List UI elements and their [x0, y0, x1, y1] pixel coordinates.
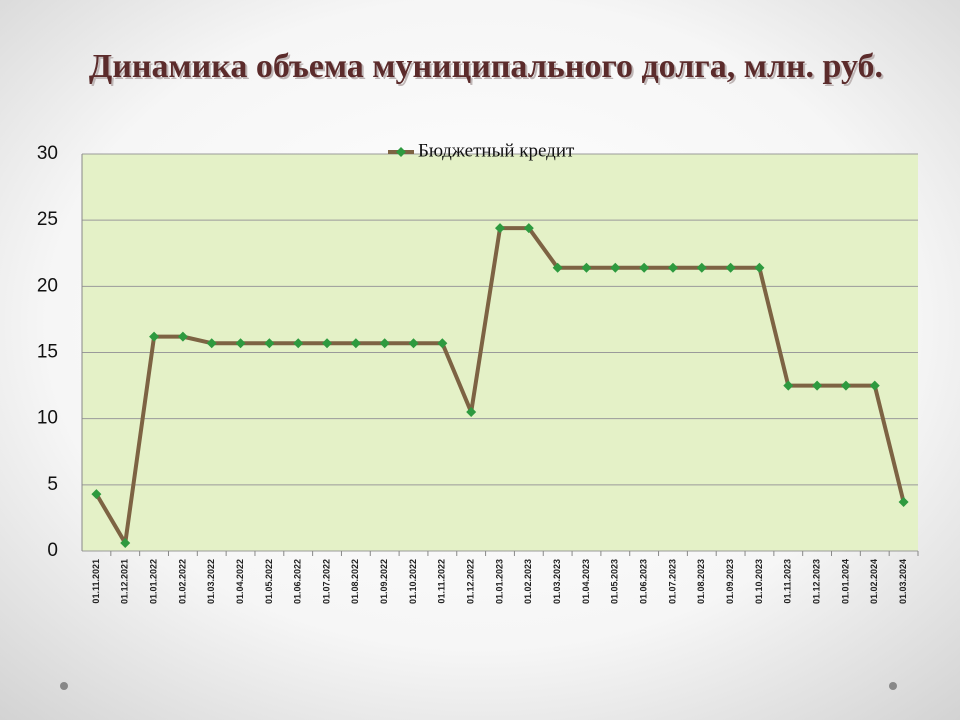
x-tick-label: 01.08.2023	[696, 559, 706, 604]
data-point	[581, 262, 592, 273]
x-tick-label: 01.05.2022	[264, 559, 274, 604]
data-point	[869, 380, 880, 391]
data-point	[639, 262, 650, 273]
x-tick-label: 01.09.2022	[379, 559, 389, 604]
legend-label: Бюджетный кредит	[418, 140, 575, 161]
x-tick-label: 01.05.2023	[610, 559, 620, 604]
y-tick-label: 0	[47, 540, 58, 561]
data-point	[812, 380, 823, 391]
x-tick-label: 01.12.2022	[466, 559, 476, 604]
data-point	[552, 262, 563, 273]
x-tick-label: 01.03.2023	[552, 559, 562, 604]
x-tick-label: 01.09.2023	[725, 559, 735, 604]
data-point	[350, 338, 361, 349]
x-tick-label: 01.01.2022	[148, 559, 158, 604]
data-point	[408, 338, 419, 349]
data-point	[322, 338, 333, 349]
title-shadow: Динамика объема муниципального долга, мл…	[91, 50, 885, 87]
data-point	[725, 262, 736, 273]
x-tick-label: 01.11.2023	[783, 559, 793, 604]
data-point	[206, 338, 217, 349]
data-point	[120, 538, 131, 549]
y-tick-label: 15	[37, 342, 58, 363]
data-point	[783, 380, 794, 391]
data-point	[754, 262, 765, 273]
x-tick-label: 01.10.2023	[754, 559, 764, 604]
data-point	[523, 223, 534, 234]
data-point	[696, 262, 707, 273]
x-tick-label: 01.07.2023	[667, 559, 677, 604]
data-point	[667, 262, 678, 273]
x-tick-label: 01.03.2024	[898, 559, 908, 604]
data-point	[379, 338, 390, 349]
x-tick-label: 01.11.2022	[437, 559, 447, 604]
x-tick-label: 01.12.2021	[120, 559, 130, 604]
y-tick-label: 20	[37, 275, 58, 296]
x-tick-label: 01.01.2023	[494, 559, 504, 604]
data-point	[91, 489, 102, 500]
y-tick-label: 25	[37, 209, 58, 230]
y-tick-label: 10	[37, 408, 58, 429]
decor-dot	[60, 682, 68, 690]
y-tick-label: 30	[37, 143, 58, 164]
x-tick-label: 01.08.2022	[350, 559, 360, 604]
x-tick-label: 01.02.2024	[869, 559, 879, 604]
x-tick-label: 01.06.2022	[293, 559, 303, 604]
data-point	[437, 338, 448, 349]
x-tick-label: 01.03.2022	[206, 559, 216, 604]
x-tick-label: 01.02.2023	[523, 559, 533, 604]
y-tick-label: 5	[47, 474, 58, 495]
x-tick-label: 01.12.2023	[811, 559, 821, 604]
data-point	[466, 407, 477, 418]
chart-title: Динамика объема муниципального долга, мл…	[89, 48, 883, 85]
data-point	[293, 338, 304, 349]
x-tick-label: 01.04.2022	[235, 559, 245, 604]
x-tick-label: 01.02.2022	[177, 559, 187, 604]
data-point	[898, 497, 909, 508]
data-point	[495, 223, 505, 234]
legend-marker	[396, 147, 406, 157]
x-tick-label: 01.07.2022	[321, 559, 331, 604]
x-tick-label: 01.11.2021	[91, 559, 101, 604]
data-point	[610, 262, 621, 273]
x-tick-label: 01.01.2024	[840, 559, 850, 604]
decor-dot	[889, 682, 897, 690]
x-tick-label: 01.06.2023	[639, 559, 649, 604]
x-tick-label: 01.10.2022	[408, 559, 418, 604]
data-point	[149, 331, 160, 342]
data-point	[840, 380, 851, 391]
data-point	[264, 338, 275, 349]
data-point	[177, 331, 188, 342]
data-point	[235, 338, 246, 349]
x-tick-label: 01.04.2023	[581, 559, 591, 604]
